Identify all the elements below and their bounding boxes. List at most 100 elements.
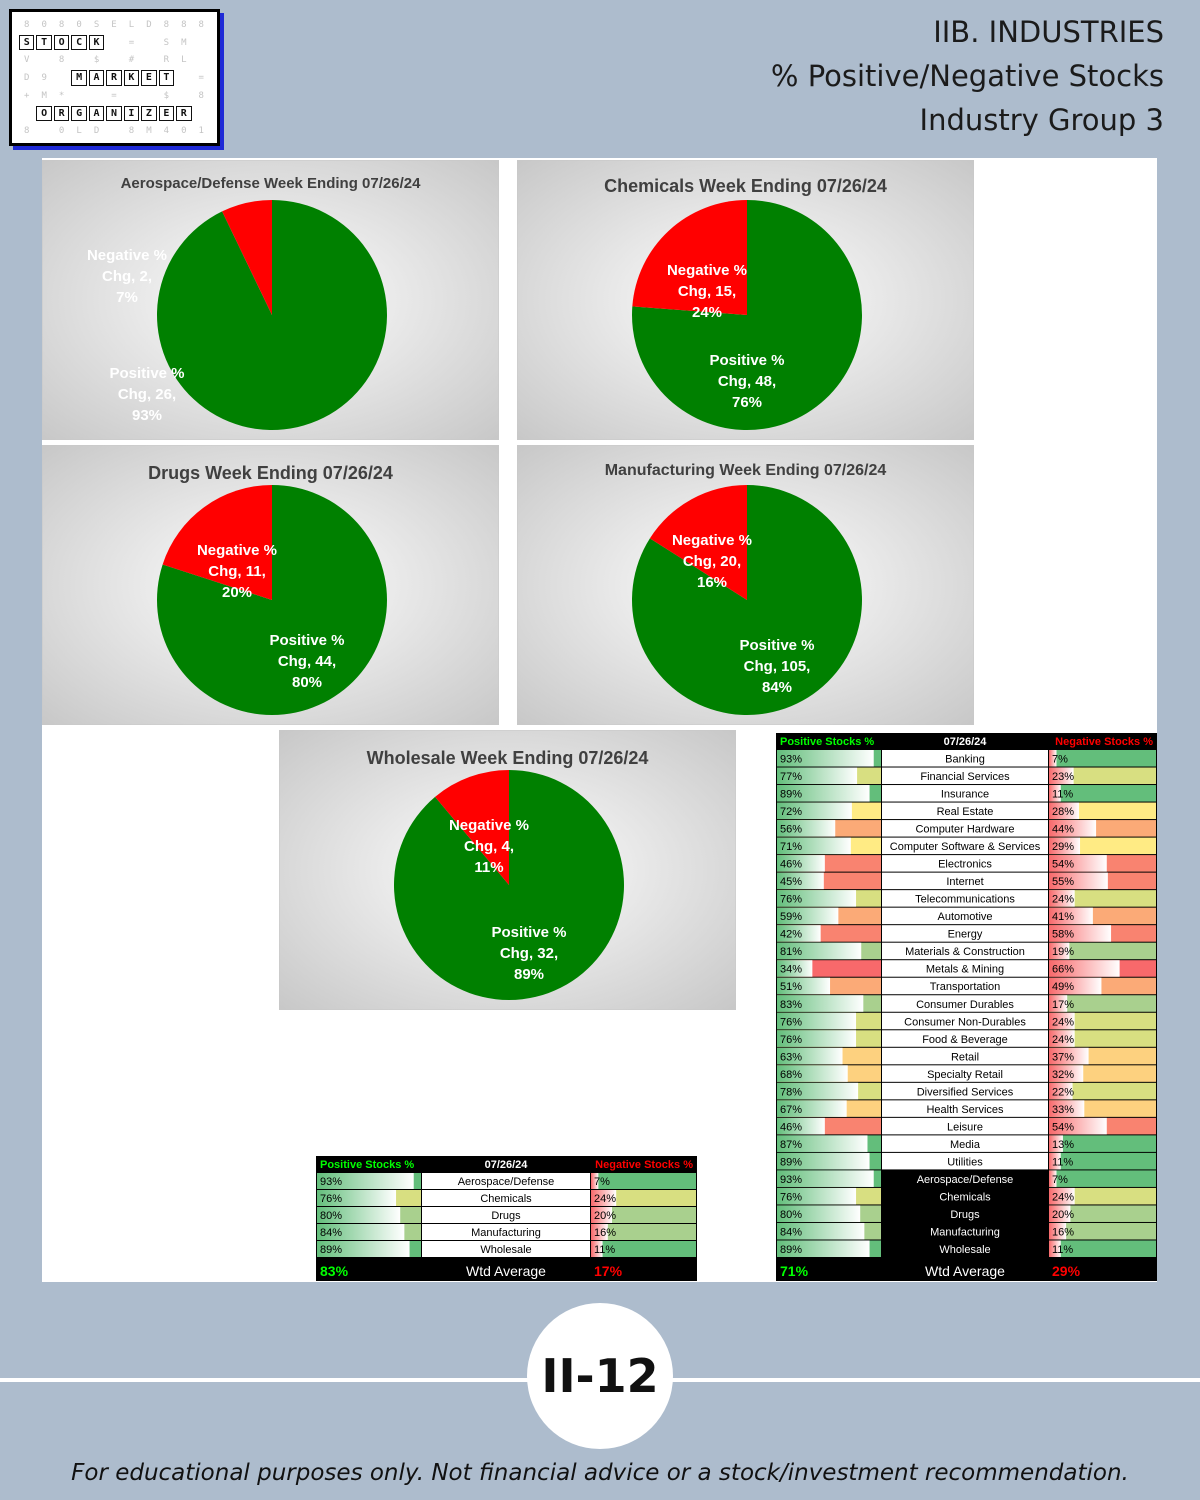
negative-value: 55% [1052, 876, 1074, 888]
table-row: 34% Metals & Mining 66% [777, 960, 1156, 977]
pie-chart-chemicals: Chemicals Week Ending 07/26/24 Negative %… [517, 160, 974, 440]
chart-title: Manufacturing Week Ending 07/26/24 [605, 462, 887, 479]
pie-slice-positive [156, 200, 387, 430]
table-row: 76% Food & Beverage 24% [777, 1030, 1156, 1047]
header-date: 07/26/24 [485, 1159, 529, 1171]
positive-bar [777, 907, 839, 925]
header-line-2: % Positive/Negative Stocks [770, 59, 1164, 93]
logo-letter: D [146, 19, 152, 30]
logo-letter [175, 87, 192, 105]
logo-letter: I [123, 105, 140, 122]
positive-bar [777, 925, 821, 942]
label-cell [882, 820, 1048, 837]
negative-bar [1049, 872, 1108, 890]
logo-letter: Z [141, 105, 157, 122]
pie-chart-wholesale: Wholesale Week Ending 07/26/24 Negative %… [279, 730, 736, 1010]
negative-value: 17% [1052, 999, 1074, 1011]
positive-bar [777, 1100, 847, 1117]
header-positive: Positive Stocks % [320, 1159, 414, 1171]
data-label-negative: Negative % Chg, 11, 20% [197, 542, 277, 601]
negative-value: 22% [1052, 1086, 1074, 1098]
pie-slice-negative [632, 200, 747, 315]
label-cell [882, 942, 1048, 960]
data-label-positive: Positive % Chg, 26, 93% [109, 365, 184, 424]
negative-cell [1049, 995, 1156, 1012]
table-row: 77% Financial Services 23% [777, 767, 1156, 785]
negative-bar [591, 1190, 617, 1206]
label-cell [882, 1012, 1048, 1030]
positive-bar [777, 960, 813, 977]
logo-letter: 8 [58, 55, 65, 66]
negative-bar [1049, 750, 1057, 767]
header-negative: Negative Stocks % [1055, 736, 1153, 748]
label-cell [882, 995, 1048, 1012]
label-cell [882, 1082, 1048, 1100]
pie-slice-negative [435, 770, 509, 885]
table-row: 93% Banking 7% [777, 750, 1156, 767]
positive-value: 80% [320, 1210, 342, 1222]
positive-value: 51% [780, 981, 802, 993]
table-row: 81% Materials & Construction 19% [777, 942, 1156, 960]
logo-letter: R [163, 55, 170, 66]
data-label-line: Positive % [739, 637, 814, 654]
table-row: 71% Computer Software & Services 29% [777, 837, 1156, 855]
logo-letter-grid: 8 0 8 0 S E L D 8 8 8 S T O C K = S M V 8 $ # R L D 9 M A R K E T = + M * = $8… [18, 16, 210, 140]
logo-letter: M [41, 90, 47, 101]
negative-bar [1049, 1152, 1061, 1170]
header-positive: Positive Stocks % [780, 736, 874, 748]
negative-bar [591, 1173, 599, 1189]
logo-letter: 8 [198, 19, 204, 30]
data-label-line: 16% [697, 574, 727, 591]
logo-letter [35, 122, 52, 140]
industry-label: Materials & Construction [905, 946, 1025, 958]
pie-chart-manufacturing: Manufacturing Week Ending 07/26/24 Negati… [517, 445, 974, 725]
negative-cell [1049, 750, 1156, 767]
negative-bar [1049, 1222, 1067, 1240]
negative-value: 24% [1052, 1191, 1074, 1203]
positive-value: 84% [320, 1227, 342, 1239]
table-row: 89% Insurance 11% [777, 785, 1156, 802]
industry-label: Consumer Non-Durables [904, 1016, 1026, 1028]
industry-label: Banking [945, 754, 985, 766]
negative-cell [591, 1173, 696, 1189]
logo-letter: = [128, 37, 135, 48]
data-label-line: Chg, 105, [744, 658, 811, 675]
label-cell [422, 1190, 590, 1206]
footer-negative-average: 17% [594, 1263, 623, 1279]
positive-bar [777, 1170, 874, 1187]
label-cell [882, 960, 1048, 977]
negative-bar [1049, 1240, 1061, 1257]
industry-label: Wholesale [939, 1244, 990, 1256]
table-row: 76% Chemicals 24% [777, 1187, 1156, 1205]
logo-letter: V [24, 55, 30, 66]
data-label-line: 76% [732, 394, 762, 411]
logo-letter: 8 [181, 19, 187, 30]
logo-letter: L [181, 55, 187, 66]
negative-value: 58% [1052, 929, 1074, 941]
negative-bar [1049, 1170, 1057, 1187]
negative-bar [1049, 995, 1068, 1012]
label-cell [882, 1100, 1048, 1117]
negative-value: 54% [1052, 1121, 1074, 1133]
data-label-line: Negative % [449, 817, 529, 834]
pie-chart-svg: Wholesale Week Ending 07/26/24 Negative %… [279, 730, 736, 1010]
data-label-positive: Positive % Chg, 44, 80% [269, 632, 344, 691]
pie-slice-positive [156, 485, 387, 715]
data-label-line: Negative % [667, 262, 747, 279]
negative-value: 32% [1052, 1069, 1074, 1081]
page-header: IIB. INDUSTRIES % Positive/Negative Stoc… [771, 10, 1164, 142]
label-cell [882, 1030, 1048, 1047]
footer-negative-average: 29% [1052, 1263, 1081, 1279]
industry-label: Leisure [947, 1121, 983, 1133]
industry-label: Wholesale [480, 1244, 531, 1256]
negative-cell [1049, 942, 1156, 960]
logo-letter: 0 [58, 126, 65, 137]
logo-letter: M [146, 126, 152, 137]
positive-bar [777, 750, 874, 767]
positive-value: 68% [780, 1069, 802, 1081]
data-label-line: 24% [692, 304, 722, 321]
data-label-line: Negative % [672, 532, 752, 549]
negative-cell [1049, 1187, 1156, 1205]
industry-label: Transportation [930, 981, 1001, 993]
industry-label: Energy [948, 929, 983, 941]
